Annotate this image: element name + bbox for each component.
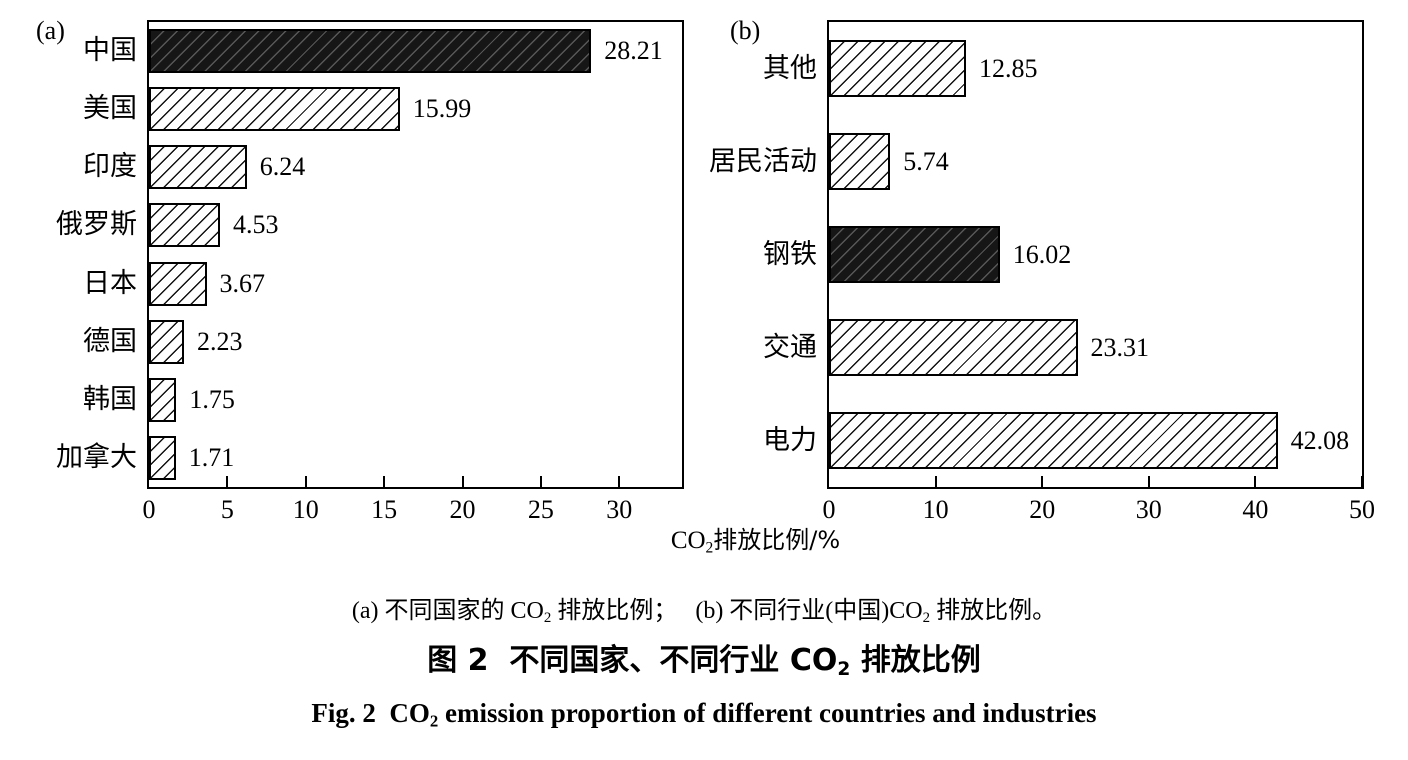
tick-mark	[304, 476, 307, 487]
tick-mark	[1361, 476, 1363, 487]
value-label: 28.21	[604, 36, 663, 66]
tick-mark	[1254, 476, 1257, 487]
tick-mark	[934, 476, 937, 487]
value-label: 3.67	[219, 268, 266, 298]
subscript: 2	[922, 610, 931, 627]
tick-label: 20	[1029, 495, 1056, 524]
tick-label: 30	[606, 495, 633, 524]
category-label: 韩国	[83, 383, 137, 415]
tick-mark	[1147, 476, 1150, 487]
tick-label: 15	[371, 495, 398, 524]
value-label: 42.08	[1290, 425, 1350, 455]
panel-a-label: (a)	[36, 16, 65, 45]
caption-text: 排放比例	[850, 643, 981, 678]
value-label: 1.71	[188, 442, 235, 472]
bar-电力	[829, 412, 1278, 469]
subscript: 2	[429, 711, 439, 731]
bar-其他	[829, 40, 966, 97]
tick-label: 50	[1349, 495, 1375, 524]
bar-钢铁	[829, 226, 1000, 283]
caption-text: 排放比例； (b) 不同行业(中国)CO	[551, 598, 923, 624]
category-label: 交通	[763, 331, 817, 363]
tick-mark	[226, 476, 229, 487]
tick-label: 5	[220, 495, 234, 524]
tick-label: 10	[292, 495, 319, 524]
value-label: 6.24	[259, 152, 306, 182]
xlabel-co: CO	[670, 527, 706, 554]
tick-mark	[461, 476, 464, 487]
tick-mark	[383, 476, 386, 487]
bar-加拿大	[149, 435, 176, 480]
bar-德国	[149, 319, 184, 364]
xlabel-text: 排放比例/%	[713, 526, 841, 554]
chart-a-plot-area: 中国 28.21 美国 15.99 印度 6.24 俄罗斯 4.53 日本 3.67 德国 2.23 韩…	[56, 20, 684, 524]
tick-label: 20	[449, 495, 476, 524]
bar-中国	[149, 29, 592, 74]
value-label: 12.85	[979, 53, 1038, 83]
tick-label: 25	[527, 495, 554, 524]
tick-mark	[539, 476, 542, 487]
panel-b-label: (b)	[730, 16, 761, 45]
category-label: 德国	[83, 325, 137, 357]
x-axis-label: CO2排放比例/%	[147, 524, 1364, 564]
bar-交通	[829, 319, 1078, 376]
tick-label: 30	[1135, 495, 1162, 524]
category-label: 俄罗斯	[56, 209, 137, 241]
tick-label: 0	[142, 495, 156, 524]
figure-title-zh: 图 2 不同国家、不同行业 CO2 排放比例	[0, 642, 1408, 689]
bar-印度	[149, 145, 247, 190]
caption-text: 图 2 不同国家、不同行业 CO	[427, 643, 838, 678]
caption-text: (a) 不同国家的 CO	[351, 598, 544, 624]
panel-subcaptions: (a) 不同国家的 CO2 排放比例； (b) 不同行业(中国)CO2 排放比例…	[0, 596, 1408, 633]
category-label: 美国	[83, 93, 137, 125]
value-label: 1.75	[189, 384, 235, 414]
category-label: 加拿大	[56, 441, 137, 473]
category-label: 其他	[763, 52, 817, 84]
bar-韩国	[149, 377, 177, 422]
category-label: 钢铁	[763, 238, 817, 270]
category-label: 居民活动	[709, 145, 817, 177]
subscript: 2	[837, 659, 851, 681]
caption-text: 排放比例。	[930, 598, 1057, 624]
tick-label: 0	[822, 495, 836, 524]
subscript: 2	[543, 610, 552, 627]
caption-text: emission proportion of different countri…	[438, 698, 1097, 728]
category-label: 日本	[83, 267, 137, 299]
value-label: 2.23	[197, 326, 243, 356]
tick-mark	[618, 476, 621, 487]
value-label: 16.02	[1012, 239, 1072, 269]
xlabel-subscript: 2	[705, 539, 714, 557]
category-label: 电力	[763, 424, 817, 456]
category-label: 中国	[83, 35, 137, 67]
value-label: 23.31	[1090, 332, 1150, 362]
chart-b-plot-area: 其他 12.85 居民活动 5.74 钢铁 16.02 交通 23.31 电力 42.08 0 10 2…	[709, 20, 1375, 524]
tick-mark	[1041, 476, 1044, 487]
bar-居民活动	[829, 133, 891, 190]
tick-label: 40	[1242, 495, 1269, 524]
value-label: 4.53	[233, 210, 279, 240]
category-label: 印度	[83, 151, 137, 183]
bar-美国	[149, 87, 400, 132]
value-label: 5.74	[903, 146, 949, 176]
figure-title-en: Fig. 2 CO2 emission proportion of differ…	[0, 696, 1408, 739]
tick-label: 10	[922, 495, 949, 524]
caption-text: Fig. 2 CO	[311, 698, 430, 728]
bar-俄罗斯	[149, 203, 220, 248]
bar-日本	[149, 261, 207, 306]
value-label: 15.99	[412, 94, 472, 124]
